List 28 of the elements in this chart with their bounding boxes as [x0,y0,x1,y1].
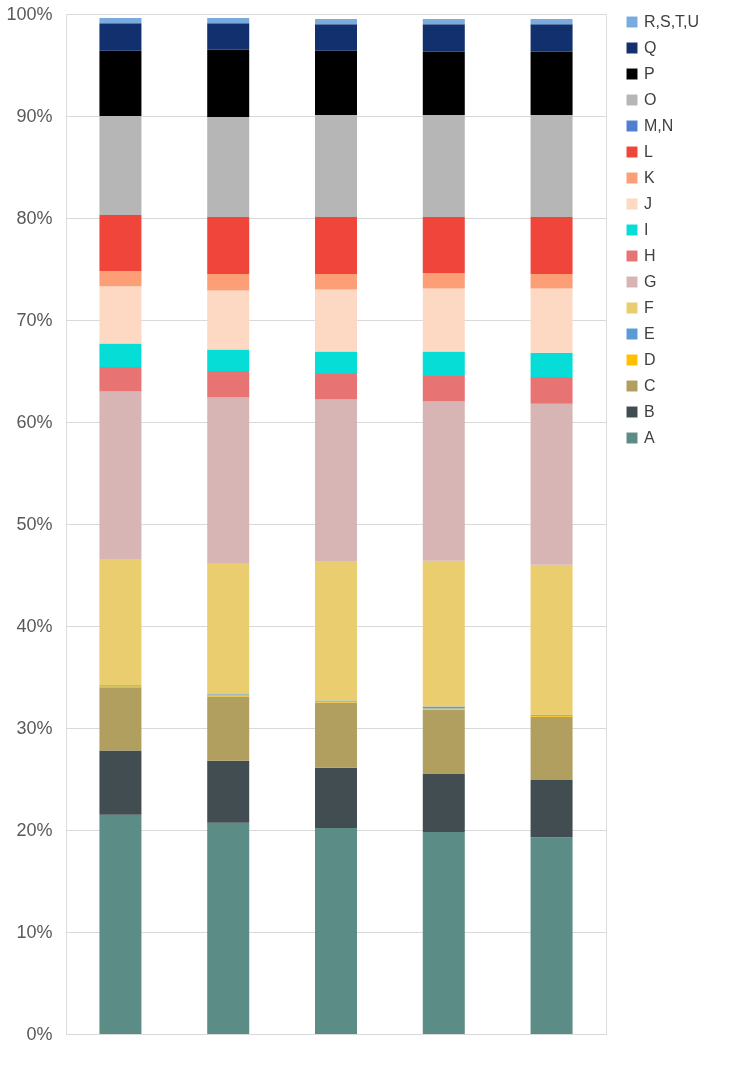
legend-label: B [644,403,655,420]
y-tick-label: 40% [16,615,53,636]
y-tick-label: 10% [16,921,53,942]
legend-label: H [644,247,656,264]
legend-label: L [644,143,653,160]
legend-label: P [644,65,655,82]
legend-label: R,S,T,U [644,13,700,30]
legend-label: M,N [644,117,674,134]
y-tick-label: 100% [6,3,53,24]
legend-label: G [644,273,657,290]
y-tick-label: 0% [26,1023,53,1044]
y-tick-label: 80% [16,207,53,228]
legend-label: I [644,221,649,238]
y-tick-label: 60% [16,411,53,432]
y-tick-label: 50% [16,513,53,534]
y-tick-label: 30% [16,717,53,738]
legend-label: D [644,351,656,368]
legend-label: C [644,377,656,394]
y-tick-label: 90% [16,105,53,126]
legend-label: O [644,91,657,108]
legend-label: J [644,195,652,212]
legend-label: A [644,429,655,446]
y-tick-label: 20% [16,819,53,840]
legend-label: F [644,299,654,316]
legend-label: E [644,325,655,342]
legend-label: K [644,169,655,186]
y-tick-label: 70% [16,309,53,330]
legend-label: Q [644,39,657,56]
